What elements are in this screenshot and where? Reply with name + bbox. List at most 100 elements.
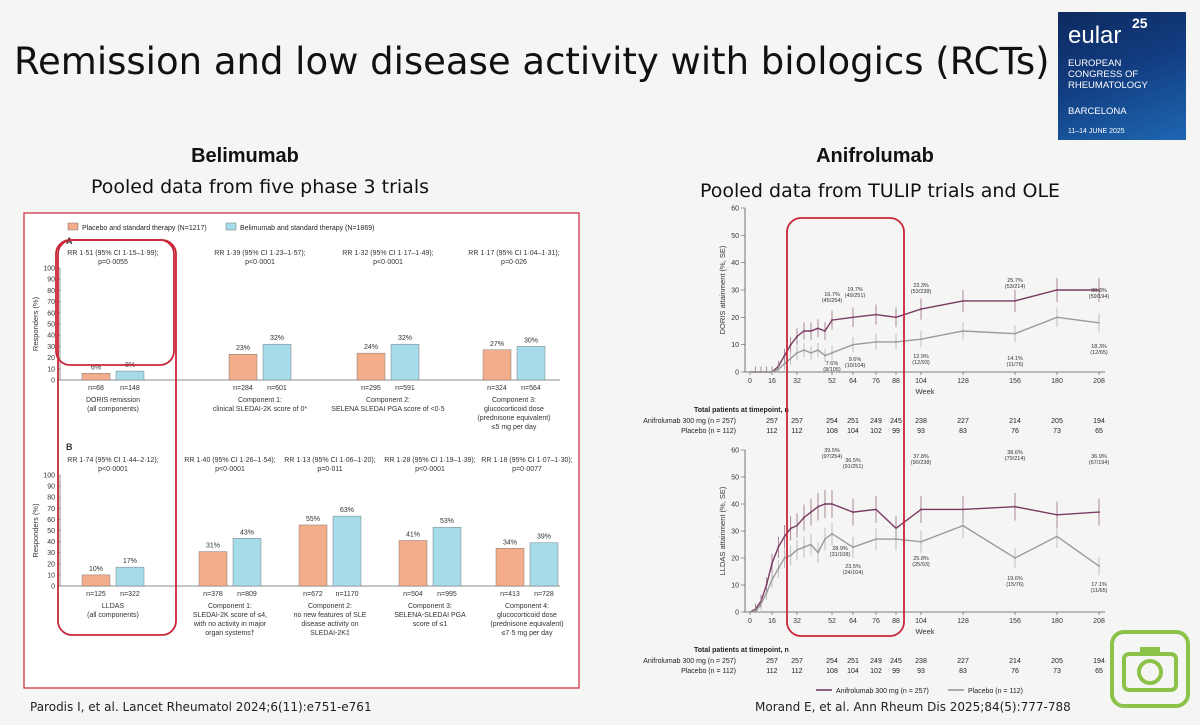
timepoint-value: 76	[1011, 428, 1019, 435]
data-point	[875, 313, 877, 316]
timepoint-value: 205	[1051, 658, 1063, 665]
n-label-belimumab: n=601	[267, 385, 287, 392]
data-label-placebo: 31%	[206, 543, 220, 550]
category-label: clinical SLEDAI-2K score of 0*	[213, 406, 307, 413]
rr-label: RR 1·28 (95% CI 1·19–1·39);	[384, 457, 475, 464]
annotation-label: (12/65)	[1090, 350, 1108, 356]
timepoint-value: 112	[766, 668, 777, 675]
timepoint-value: 257	[791, 658, 803, 665]
data-point	[796, 524, 798, 527]
category-label: Component 3:	[408, 603, 452, 610]
annotation-label: 7.6%	[826, 361, 839, 367]
rr-label: RR 1·39 (95% CI 1·23–1·57);	[214, 250, 305, 257]
n-label-placebo: n=378	[203, 591, 223, 598]
y-tick-label: 60	[731, 448, 739, 455]
timepoint-value: 83	[959, 428, 967, 435]
x-tick-label: 52	[828, 378, 836, 385]
bar-belimumab	[115, 370, 145, 381]
x-tick-label: 128	[957, 378, 969, 385]
data-point	[803, 330, 805, 332]
timepoint-value: 102	[870, 668, 882, 675]
n-label-placebo: n=68	[88, 385, 104, 392]
bar-placebo	[495, 548, 525, 587]
data-point	[852, 511, 854, 513]
category-label: SLEDAI-2K score of ≤4,	[193, 612, 267, 619]
x-tick-label: 16	[768, 378, 776, 385]
belimumab-figure-frame	[23, 212, 580, 689]
annotation-label: 14.1%	[1007, 356, 1023, 362]
category-label: (prednisone equivalent)	[490, 621, 563, 628]
timepoint-value: 194	[1093, 418, 1105, 425]
annotation-label: (10/104)	[845, 363, 866, 369]
p-value-label: p=0·011	[317, 466, 342, 473]
p-value-label: p<0·0001	[373, 259, 403, 266]
timepoint-value: 227	[957, 658, 969, 665]
rr-label: RR 1·18 (95% CI 1·07–1·30);	[481, 457, 572, 464]
x-tick-label: 16	[768, 618, 776, 625]
p-value-label: p=0·026	[501, 259, 527, 266]
data-point	[783, 354, 786, 357]
n-label-placebo: n=672	[303, 591, 323, 598]
data-point	[765, 592, 768, 594]
annotation-label: 9.6%	[849, 357, 862, 363]
y-tick-label: 60	[731, 206, 739, 213]
y-tick-label: 100	[43, 473, 55, 480]
data-label-placebo: 23%	[236, 345, 250, 352]
data-label-placebo: 6%	[91, 364, 101, 371]
timepoint-value: 245	[890, 658, 902, 665]
x-tick-label: 0	[748, 618, 752, 625]
annotation-label: (53/238)	[911, 289, 932, 295]
category-label: SELENA-SLEDAI PGA	[394, 612, 466, 619]
y-tick-label: 50	[47, 322, 55, 329]
timepoint-value: 251	[847, 658, 859, 665]
annotation-label: (15/76)	[1006, 582, 1024, 588]
data-label-belimumab: 43%	[240, 529, 254, 536]
data-point	[817, 505, 819, 508]
eular-logo: eular 25 EUROPEAN CONGRESS OF RHEUMATOLOGY…	[1058, 12, 1186, 140]
panel-letter-B: B	[66, 442, 73, 452]
belimumab-subtitle: Pooled data from five phase 3 trials	[91, 176, 429, 198]
y-tick-label: 30	[731, 288, 739, 295]
data-point	[831, 532, 833, 535]
x-tick-label: 88	[892, 618, 900, 625]
data-point	[962, 508, 964, 511]
y-tick-label: 40	[47, 539, 55, 546]
y-tick-label: 10	[731, 342, 739, 349]
data-label-belimumab: 30%	[524, 337, 538, 344]
data-point	[803, 349, 805, 352]
n-label-belimumab: n=322	[120, 591, 140, 598]
p-value-label: p<0·0001	[415, 466, 445, 473]
bar-belimumab	[432, 526, 462, 587]
data-point	[771, 371, 773, 373]
data-point	[810, 511, 812, 513]
logo-city: BARCELONA	[1068, 106, 1127, 117]
annotation-label: 16.7%	[824, 292, 840, 298]
n-label-placebo: n=504	[403, 591, 423, 598]
bar-belimumab	[232, 538, 262, 587]
annotation-label: (53/214)	[1005, 284, 1026, 290]
data-label-placebo: 27%	[490, 341, 504, 348]
annotation-label: (90/238)	[911, 460, 932, 466]
data-point	[1056, 289, 1058, 291]
y-tick-label: 20	[731, 556, 739, 563]
annotation-label: (31/108)	[830, 552, 851, 558]
camera-icon[interactable]	[1110, 630, 1190, 708]
y-tick-label: 0	[51, 378, 55, 385]
x-tick-label: 76	[872, 378, 880, 385]
n-label-belimumab: n=809	[237, 591, 257, 598]
data-point	[789, 554, 792, 557]
category-label: Component 2:	[308, 603, 352, 610]
data-point	[765, 584, 768, 586]
data-point	[796, 549, 798, 551]
bar-belimumab	[262, 343, 292, 381]
legend-label-belimumab: Belimumab and standard therapy (N=1869)	[240, 225, 374, 232]
y-tick-label: 20	[47, 561, 55, 568]
annotation-label: 38.6%	[1007, 450, 1023, 456]
rr-label: RR 1·74 (95% CI 1·44–2·12);	[67, 457, 158, 464]
data-label-placebo: 41%	[406, 531, 420, 538]
data-point	[1098, 511, 1100, 513]
timepoint-value: 73	[1053, 428, 1061, 435]
annotation-label: (79/214)	[1005, 456, 1026, 462]
timepoint-value: 104	[847, 668, 859, 675]
